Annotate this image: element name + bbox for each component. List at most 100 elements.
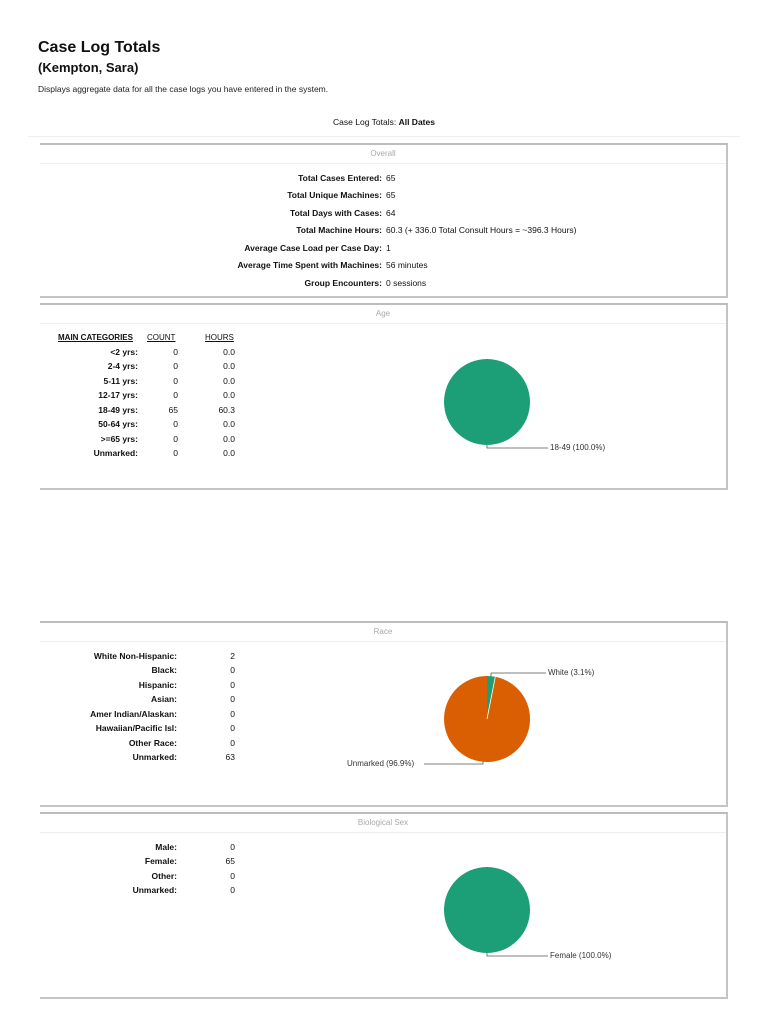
age-count: 0 — [173, 347, 178, 357]
race-count: 0 — [230, 738, 235, 748]
stat-label: Average Time Spent with Machines: — [237, 260, 382, 270]
table-row: 50-64 yrs: 0 0.0 — [40, 417, 280, 431]
leader-line — [486, 445, 548, 449]
page-title: Case Log Totals — [38, 39, 161, 56]
stat-label: Total Days with Cases: — [290, 208, 382, 218]
stat-row: Average Time Spent with Machines: 56 min… — [40, 258, 728, 272]
stat-value: 56 minutes — [386, 260, 428, 270]
pie-label-unmarked: Unmarked (96.9%) — [347, 759, 415, 768]
page-subtitle: (Kempton, Sara) — [38, 60, 139, 75]
date-range: Case Log Totals: All Dates — [0, 117, 768, 127]
race-count: 63 — [225, 752, 235, 762]
table-row: 5-11 yrs: 0 0.0 — [40, 374, 280, 388]
sex-count: 65 — [225, 856, 235, 866]
table-row: 12-17 yrs: 0 0.0 — [40, 388, 280, 402]
panel-title: Biological Sex — [40, 814, 726, 833]
sex-pie-chart — [444, 867, 548, 957]
stat-value: 60.3 (+ 336.0 Total Consult Hours = ~396… — [386, 225, 577, 235]
stat-label: Total Unique Machines: — [287, 190, 382, 200]
race-count: 0 — [230, 665, 235, 675]
race-label: Amer Indian/Alaskan: — [90, 709, 177, 719]
pie-label: Female (100.0%) — [550, 951, 612, 960]
stat-label: Average Case Load per Case Day: — [244, 243, 382, 253]
age-hours: 0.0 — [223, 448, 235, 458]
stat-value: 65 — [386, 173, 396, 183]
age-hours: 0.0 — [223, 390, 235, 400]
age-pie-chart — [444, 359, 548, 449]
column-header-count: COUNT — [147, 333, 176, 342]
sex-count: 0 — [230, 885, 235, 895]
stat-row: Total Days with Cases: 64 — [40, 206, 728, 220]
stat-row: Average Case Load per Case Day: 1 — [40, 241, 728, 255]
table-row: Other Race: 0 — [40, 736, 280, 750]
race-count: 0 — [230, 680, 235, 690]
leader-line — [490, 672, 546, 677]
race-label: Black: — [151, 665, 177, 675]
age-hours: 0.0 — [223, 434, 235, 444]
panel-title: Overall — [40, 145, 726, 164]
stat-row: Group Encounters: 0 sessions — [40, 276, 728, 290]
table-row: Asian: 0 — [40, 692, 280, 706]
age-label: 5-11 yrs: — [103, 376, 139, 386]
age-label: Unmarked: — [93, 448, 138, 458]
table-row: Unmarked: 0 — [40, 883, 280, 897]
overall-panel: Overall Total Cases Entered: 65 Total Un… — [40, 143, 728, 298]
race-count: 0 — [230, 694, 235, 704]
table-row: Male: 0 — [40, 840, 280, 854]
age-count: 0 — [173, 390, 178, 400]
table-row: >=65 yrs: 0 0.0 — [40, 432, 280, 446]
sex-count: 0 — [230, 842, 235, 852]
stat-label: Total Cases Entered: — [298, 173, 382, 183]
sex-label: Male: — [155, 842, 177, 852]
table-row: Other: 0 — [40, 869, 280, 883]
pie-label: 18-49 (100.0%) — [550, 443, 606, 452]
race-label: Hispanic: — [138, 680, 177, 690]
column-header-category: MAIN CATEGORIES — [58, 333, 133, 342]
table-row: Amer Indian/Alaskan: 0 — [40, 707, 280, 721]
stat-value: 65 — [386, 190, 396, 200]
pie-label-white: White (3.1%) — [548, 668, 595, 677]
pie-slice-18-49 — [444, 359, 530, 445]
age-hours: 0.0 — [223, 361, 235, 371]
age-label: 18-49 yrs: — [98, 405, 138, 415]
stat-value: 0 sessions — [386, 278, 427, 288]
date-range-value: All Dates — [398, 117, 435, 127]
age-count: 65 — [168, 405, 178, 415]
table-row: <2 yrs: 0 0.0 — [40, 345, 280, 359]
stat-label: Total Machine Hours: — [296, 225, 382, 235]
age-count: 0 — [173, 419, 178, 429]
age-hours: 0.0 — [223, 347, 235, 357]
pie-slice-female — [444, 867, 530, 953]
table-row: 18-49 yrs: 65 60.3 — [40, 403, 280, 417]
age-count: 0 — [173, 376, 178, 386]
stat-value: 64 — [386, 208, 396, 218]
column-header-hours: HOURS — [205, 333, 234, 342]
sex-panel: Biological Sex Male: 0 Female: 65 Other:… — [40, 812, 728, 999]
sex-label: Female: — [144, 856, 177, 866]
panel-title: Age — [40, 305, 726, 324]
age-label: <2 yrs: — [110, 347, 138, 357]
age-hours: 0.0 — [223, 376, 235, 386]
race-label: Hawaiian/Pacific Isl: — [95, 723, 177, 733]
age-count: 0 — [173, 448, 178, 458]
race-label: White Non-Hispanic: — [93, 651, 177, 661]
table-row: Hawaiian/Pacific Isl: 0 — [40, 721, 280, 735]
race-label: Asian: — [151, 694, 177, 704]
table-row: Black: 0 — [40, 663, 280, 677]
stat-value: 1 — [386, 243, 391, 253]
stat-row: Total Machine Hours: 60.3 (+ 336.0 Total… — [40, 223, 728, 237]
race-count: 0 — [230, 723, 235, 733]
date-range-label: Case Log Totals: — [333, 117, 397, 127]
age-hours: 60.3 — [218, 405, 235, 415]
age-label: 12-17 yrs: — [98, 390, 138, 400]
table-row: 2-4 yrs: 0 0.0 — [40, 359, 280, 373]
age-hours: 0.0 — [223, 419, 235, 429]
race-panel: Race White Non-Hispanic: 2 Black: 0 Hisp… — [40, 621, 728, 807]
leader-line — [424, 761, 484, 765]
stat-row: Total Unique Machines: 65 — [40, 188, 728, 202]
age-label: 50-64 yrs: — [98, 419, 138, 429]
age-count: 0 — [173, 361, 178, 371]
age-count: 0 — [173, 434, 178, 444]
panel-title: Race — [40, 623, 726, 642]
leader-line — [486, 953, 548, 957]
